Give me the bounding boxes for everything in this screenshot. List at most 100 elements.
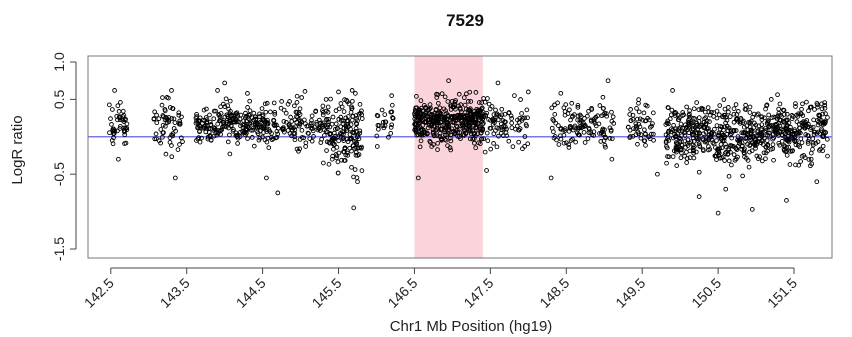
data-point [723, 120, 728, 126]
data-point [473, 115, 479, 121]
data-point [473, 124, 479, 130]
data-point [728, 149, 733, 155]
data-point [763, 128, 769, 133]
data-point [454, 124, 460, 130]
data-point [197, 139, 203, 145]
data-point [355, 118, 360, 123]
data-point [825, 115, 830, 120]
data-point [686, 130, 692, 136]
data-point [118, 124, 123, 129]
data-point [609, 118, 615, 124]
data-point [721, 112, 727, 118]
data-point [431, 124, 437, 129]
data-point [744, 131, 749, 137]
data-point [627, 112, 633, 117]
data-point [446, 126, 452, 132]
data-point [112, 88, 117, 93]
data-point [169, 143, 174, 148]
data-point [329, 121, 335, 127]
data-point [294, 93, 300, 99]
data-point [285, 101, 291, 107]
data-point [227, 116, 233, 122]
data-point [499, 127, 505, 133]
data-point [156, 116, 162, 122]
data-point [793, 101, 798, 106]
data-point [275, 190, 281, 196]
data-point [763, 106, 768, 112]
data-point [808, 150, 814, 156]
data-point [810, 124, 816, 130]
data-point [695, 135, 700, 141]
data-point [477, 141, 483, 147]
data-point [348, 122, 354, 127]
data-point [701, 125, 707, 131]
data-point [601, 138, 607, 143]
data-point [173, 128, 178, 134]
data-point [299, 95, 305, 100]
data-point [457, 112, 463, 118]
data-point [509, 125, 515, 131]
data-point [221, 120, 226, 126]
data-point [634, 105, 639, 111]
data-point [448, 135, 453, 141]
data-point [746, 164, 752, 170]
data-point [481, 96, 486, 101]
highlight-region [414, 56, 483, 258]
data-point [477, 126, 483, 132]
data-point [756, 123, 762, 129]
data-point [556, 142, 562, 147]
data-point [349, 148, 354, 154]
data-point [819, 106, 825, 112]
data-point [425, 125, 431, 131]
data-point [628, 107, 633, 112]
data-point [466, 123, 472, 129]
data-point [789, 129, 794, 135]
data-point [495, 117, 501, 123]
data-point [389, 102, 395, 108]
data-point [472, 130, 478, 136]
data-point [269, 131, 274, 136]
y-tick-label: -1.5 [51, 237, 67, 261]
data-point [245, 105, 250, 110]
data-point [452, 102, 458, 108]
data-point [642, 118, 648, 124]
data-point [325, 124, 330, 130]
data-point [415, 117, 421, 123]
data-point [791, 128, 797, 134]
data-point [694, 100, 700, 105]
data-point [177, 118, 182, 124]
data-point [819, 126, 824, 132]
data-point [716, 112, 722, 118]
data-point [207, 119, 213, 125]
data-point [733, 145, 739, 151]
data-point [415, 175, 421, 181]
data-point [313, 108, 319, 114]
data-point [746, 120, 751, 125]
data-point [585, 113, 590, 119]
data-point [784, 198, 789, 203]
data-point [561, 140, 567, 146]
data-point [357, 130, 363, 136]
data-point [442, 117, 448, 123]
data-point [197, 129, 202, 135]
data-point [353, 113, 359, 118]
data-point [172, 120, 178, 125]
data-point [625, 124, 631, 130]
data-point [777, 117, 783, 123]
data-point [789, 128, 794, 134]
data-point [259, 112, 265, 118]
data-point [713, 145, 718, 150]
data-point [288, 114, 293, 120]
data-point [753, 139, 759, 145]
data-point [334, 126, 340, 131]
data-point [221, 101, 226, 107]
data-point [167, 105, 173, 110]
data-point [414, 132, 420, 138]
data-point [745, 158, 751, 163]
data-point [673, 110, 679, 116]
data-point [435, 147, 440, 152]
data-point [255, 129, 260, 135]
data-point [323, 97, 329, 102]
data-point [686, 117, 691, 123]
